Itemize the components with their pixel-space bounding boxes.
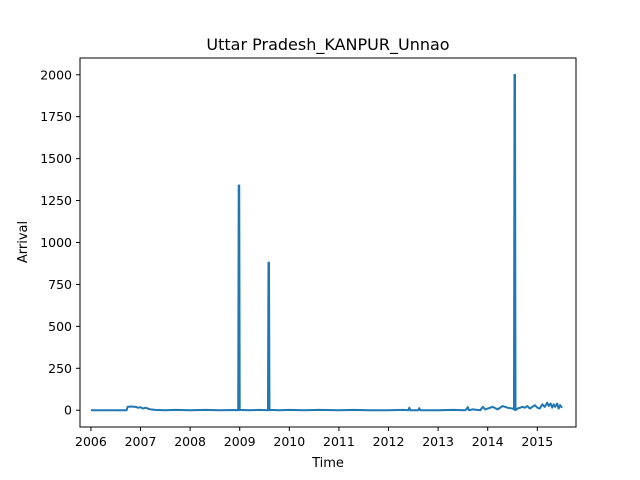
y-tick-label: 0 <box>64 403 72 418</box>
plot-area <box>90 73 563 412</box>
x-tick-label: 2014 <box>472 434 504 449</box>
y-axis: 0 250 500 750 1000 1250 1500 1750 2000 <box>40 67 80 418</box>
y-tick-label: 250 <box>48 361 72 376</box>
y-tick-label: 750 <box>48 277 72 292</box>
y-tick-label: 1750 <box>40 109 72 124</box>
x-tick-label: 2011 <box>323 434 355 449</box>
y-tick-label: 2000 <box>40 67 72 82</box>
x-tick-label: 2012 <box>373 434 405 449</box>
x-tick-label: 2008 <box>174 434 206 449</box>
x-tick-label: 2007 <box>125 434 157 449</box>
x-axis: 2006 2007 2008 2009 2010 2011 2012 2013 2014 2015 <box>75 427 553 449</box>
x-tick-label: 2013 <box>422 434 454 449</box>
x-axis-label: Time <box>311 456 344 471</box>
y-tick-label: 1000 <box>40 235 72 250</box>
y-tick-label: 1500 <box>40 151 72 166</box>
x-tick-label: 2015 <box>521 434 553 449</box>
series-line <box>90 73 563 412</box>
x-tick-label: 2009 <box>224 434 256 449</box>
chart-title: Uttar Pradesh_KANPUR_Unnao <box>206 35 449 55</box>
y-axis-label: Arrival <box>16 221 31 263</box>
y-tick-label: 500 <box>48 319 72 334</box>
x-tick-label: 2006 <box>75 434 107 449</box>
y-tick-label: 1250 <box>40 193 72 208</box>
x-tick-label: 2010 <box>273 434 305 449</box>
